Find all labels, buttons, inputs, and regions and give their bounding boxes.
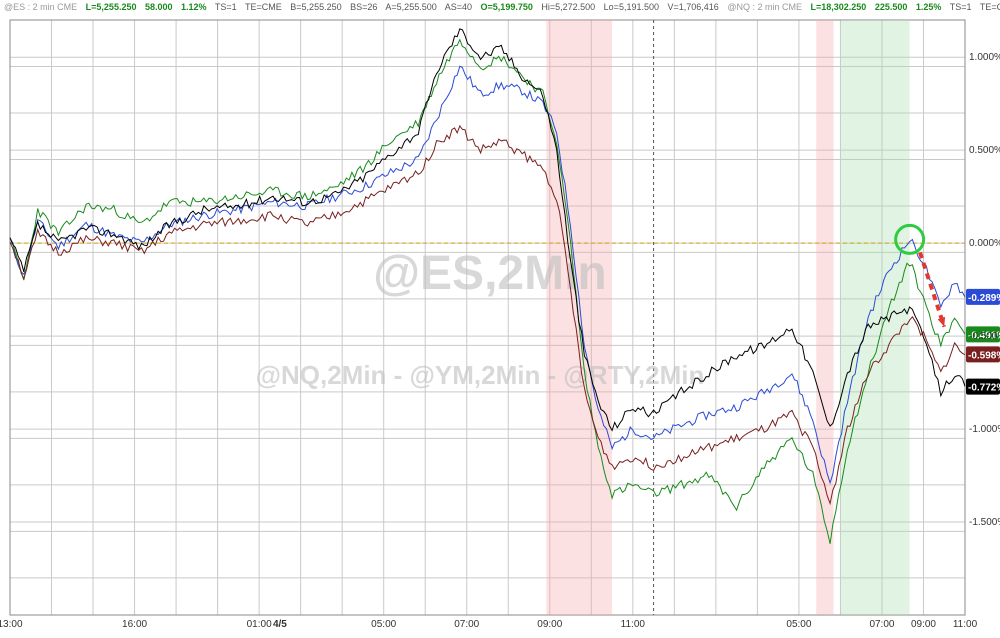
topbar-es-symbol: @ES : 2 min CME bbox=[4, 2, 77, 12]
watermarks: @ES,2Min@NQ,2Min - @YM,2Min - @RTY,2Min bbox=[256, 247, 705, 390]
arrow-head-icon bbox=[938, 317, 945, 327]
topbar-nq-chg: 225.500 bbox=[875, 2, 908, 12]
topbar-es-open: O=5,199.750 bbox=[481, 2, 533, 12]
chart-topbar: @ES : 2 min CME L=5,255.250 58.000 1.12%… bbox=[0, 0, 1000, 14]
svg-text:0.000%: 0.000% bbox=[969, 238, 1000, 249]
topbar-es-bid: B=5,255.250 bbox=[290, 2, 341, 12]
price-pill-label: -0.289% bbox=[968, 293, 1000, 304]
price-pill-label: -0.772% bbox=[968, 383, 1000, 394]
svg-text:05:00: 05:00 bbox=[786, 619, 811, 630]
svg-text:-1.000%: -1.000% bbox=[969, 424, 1000, 435]
topbar-es-hi: Hi=5,272.500 bbox=[541, 2, 595, 12]
topbar-es-last: L=5,255.250 bbox=[86, 2, 137, 12]
svg-text:@NQ,2Min - @YM,2Min - @RTY,2Mi: @NQ,2Min - @YM,2Min - @RTY,2Min bbox=[256, 360, 705, 390]
topbar-nq-ts: TS=1 bbox=[950, 2, 972, 12]
chart-container: @ES : 2 min CME L=5,255.250 58.000 1.12%… bbox=[0, 0, 1000, 638]
svg-text:11:00: 11:00 bbox=[953, 619, 978, 630]
topbar-es-chg: 58.000 bbox=[145, 2, 173, 12]
topbar-es-ask: A=5,255.500 bbox=[385, 2, 436, 12]
svg-text:-1.500%: -1.500% bbox=[969, 517, 1000, 528]
topbar-es-ts: TS=1 bbox=[215, 2, 237, 12]
svg-text:0.500%: 0.500% bbox=[969, 145, 1000, 156]
topbar-es-lo: Lo=5,191.500 bbox=[604, 2, 659, 12]
topbar-es-vol: V=1,706,416 bbox=[668, 2, 719, 12]
shaded-regions bbox=[546, 20, 909, 615]
svg-text:11:00: 11:00 bbox=[621, 619, 646, 630]
svg-text:09:00: 09:00 bbox=[537, 619, 562, 630]
svg-text:07:00: 07:00 bbox=[454, 619, 479, 630]
x-axis: 13:00 16:00 01:00 05:00 07:00 09:00 11:00 05:00… bbox=[0, 619, 978, 630]
topbar-es-pct: 1.12% bbox=[181, 2, 207, 12]
svg-text:13:00: 13:00 bbox=[0, 619, 23, 630]
price-pill-label: -0.598% bbox=[968, 350, 1000, 361]
svg-text:4/5: 4/5 bbox=[273, 619, 287, 630]
topbar-nq-last: L=18,302.250 bbox=[811, 2, 867, 12]
topbar-nq-pct: 1.25% bbox=[916, 2, 942, 12]
topbar-nq-te: TE=CME bbox=[980, 2, 1000, 12]
svg-text:01:00: 01:00 bbox=[247, 619, 272, 630]
svg-text:-0.500%: -0.500% bbox=[969, 331, 1000, 342]
chart-svg[interactable]: @ES,2Min@NQ,2Min - @YM,2Min - @RTY,2Min … bbox=[0, 14, 1000, 638]
topbar-es-te: TE=CME bbox=[245, 2, 282, 12]
topbar-es-as: AS=40 bbox=[445, 2, 472, 12]
topbar-nq-symbol: @NQ : 2 min CME bbox=[727, 2, 802, 12]
svg-text:07:00: 07:00 bbox=[869, 619, 894, 630]
svg-text:1.000%: 1.000% bbox=[969, 52, 1000, 63]
topbar-es-bs: BS=26 bbox=[350, 2, 377, 12]
svg-text:05:00: 05:00 bbox=[371, 619, 396, 630]
svg-text:16:00: 16:00 bbox=[122, 619, 147, 630]
svg-text:09:00: 09:00 bbox=[911, 619, 936, 630]
